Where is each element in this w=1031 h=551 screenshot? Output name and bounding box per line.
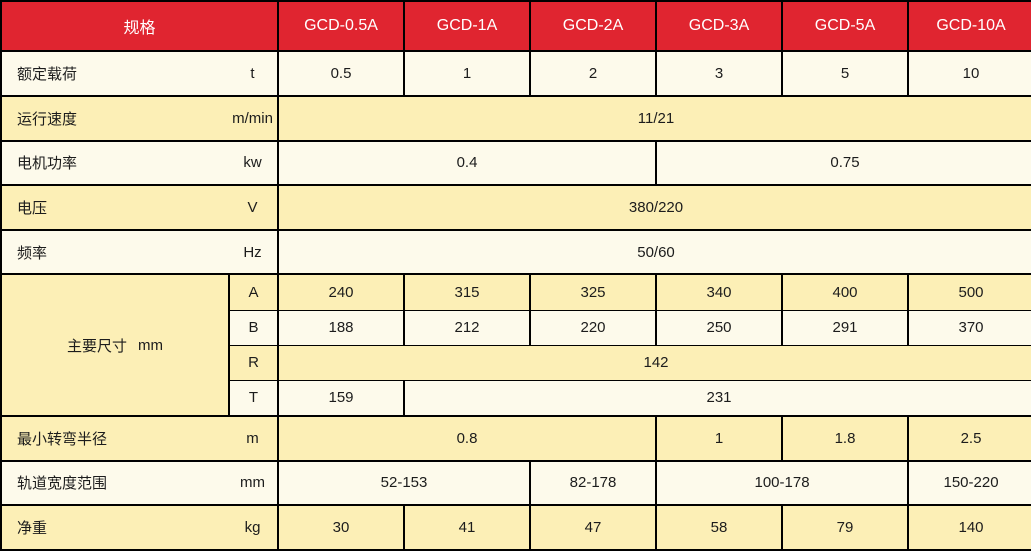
table-cell: 0.5 [277, 50, 406, 98]
row-unit: m/min [232, 109, 273, 127]
table-cell: 10 [907, 50, 1031, 98]
model-header-cell: GCD-10A [907, 0, 1031, 53]
row-motor-power: 电机功率 kw 0.4 0.75 [0, 139, 1031, 187]
dimension-sub-label: B [227, 309, 280, 346]
row-label: 最小转弯半径 [17, 430, 108, 448]
spec-header-cell: 规格 [0, 0, 280, 53]
row-min-turning-radius: 最小转弯半径 m 0.8 1 1.8 2.5 [0, 415, 1031, 462]
table-cell: 50/60 [277, 228, 1031, 276]
table-cell: 30 [277, 504, 406, 551]
table-cell: 0.8 [277, 415, 658, 462]
row-dimension-b: B 188 212 220 250 291 370 [1, 309, 1031, 346]
table-cell: 82-178 [529, 459, 658, 507]
table-cell: 1 [403, 50, 532, 98]
row-unit: V [247, 199, 258, 217]
row-track-width-range: 轨道宽度范围 mm 52-153 82-178 100-178 150-220 [0, 459, 1031, 507]
table-cell: 220 [529, 309, 658, 346]
table-cell: 47 [529, 504, 658, 551]
model-header-cell: GCD-5A [781, 0, 910, 53]
row-unit: mm [138, 336, 163, 354]
header-row: 规格 GCD-0.5A GCD-1A GCD-2A GCD-3A GCD-5A … [0, 0, 1031, 53]
row-label-cell: 净重 kg [0, 504, 280, 551]
table-cell: 0.75 [655, 139, 1031, 187]
table-cell: 0.4 [277, 139, 658, 187]
table-cell: 291 [781, 309, 910, 346]
dimension-sub-label: R [227, 344, 280, 381]
dimensions-label-cell: 主要尺寸 mm [0, 273, 230, 418]
table-cell: 380/220 [277, 184, 1031, 231]
row-label: 电压 [17, 200, 48, 218]
table-cell: 400 [781, 273, 910, 311]
table-cell: 500 [907, 273, 1031, 311]
table-cell: 100-178 [655, 459, 910, 507]
row-label-cell: 频率 Hz [0, 228, 280, 276]
table-cell: 79 [781, 504, 910, 551]
row-unit: kw [243, 154, 262, 172]
table-cell: 3 [655, 50, 784, 98]
row-dimension-t: T 159 231 [1, 379, 1031, 418]
table-cell: 159 [277, 379, 406, 418]
table-cell: 340 [655, 273, 784, 311]
table-cell: 41 [403, 504, 532, 551]
table-cell: 140 [907, 504, 1031, 551]
row-dimension-a: 主要尺寸 mm A 240 315 325 340 400 500 [0, 273, 1031, 418]
table-cell: 315 [403, 273, 532, 311]
row-label: 净重 [17, 520, 48, 538]
row-label: 频率 [17, 244, 48, 262]
model-header-cell: GCD-0.5A [277, 0, 406, 53]
row-label: 额定载荷 [17, 66, 78, 84]
row-travel-speed: 运行速度 m/min 11/21 [0, 95, 1031, 142]
row-label-cell: 电机功率 kw [0, 139, 280, 187]
row-voltage: 电压 V 380/220 [0, 184, 1031, 231]
table-cell: 212 [403, 309, 532, 346]
row-label: 主要尺寸 [66, 337, 127, 355]
table-cell: 52-153 [277, 459, 532, 507]
row-net-weight: 净重 kg 30 41 47 58 79 140 [0, 504, 1031, 551]
table-cell: 142 [277, 344, 1031, 381]
row-label: 轨道宽度范围 [17, 475, 108, 493]
row-unit: mm [240, 474, 266, 492]
table-cell: 11/21 [277, 95, 1031, 142]
row-label: 电机功率 [17, 155, 78, 173]
model-header-cell: GCD-2A [529, 0, 658, 53]
table-cell: 250 [655, 309, 784, 346]
table-cell: 370 [907, 309, 1031, 346]
row-label-cell: 运行速度 m/min [0, 95, 280, 142]
table-cell: 240 [277, 273, 406, 311]
table-cell: 150-220 [907, 459, 1031, 507]
model-header-cell: GCD-3A [655, 0, 784, 53]
row-unit: t [250, 65, 255, 83]
row-unit: kg [244, 519, 261, 537]
row-dimension-r: R 142 [1, 344, 1031, 381]
table-cell: 2 [529, 50, 658, 98]
dimension-sub-label: A [227, 273, 280, 311]
dimension-sub-label: T [227, 379, 280, 418]
table-cell: 1.8 [781, 415, 910, 462]
row-unit: Hz [243, 243, 262, 261]
table-cell: 2.5 [907, 415, 1031, 462]
model-header-cell: GCD-1A [403, 0, 532, 53]
row-label-cell: 最小转弯半径 m [0, 415, 280, 462]
table-cell: 5 [781, 50, 910, 98]
row-rated-load: 额定载荷 t 0.5 1 2 3 5 10 [0, 50, 1031, 98]
table-cell: 188 [277, 309, 406, 346]
row-unit: m [246, 429, 259, 447]
row-frequency: 频率 Hz 50/60 [0, 228, 1031, 276]
table-cell: 58 [655, 504, 784, 551]
row-label: 运行速度 [17, 110, 78, 128]
row-label-cell: 电压 V [0, 184, 280, 231]
row-label-cell: 额定载荷 t [0, 50, 280, 98]
row-label-cell: 轨道宽度范围 mm [0, 459, 280, 507]
table-cell: 1 [655, 415, 784, 462]
table-cell: 231 [403, 379, 1031, 418]
table-cell: 325 [529, 273, 658, 311]
